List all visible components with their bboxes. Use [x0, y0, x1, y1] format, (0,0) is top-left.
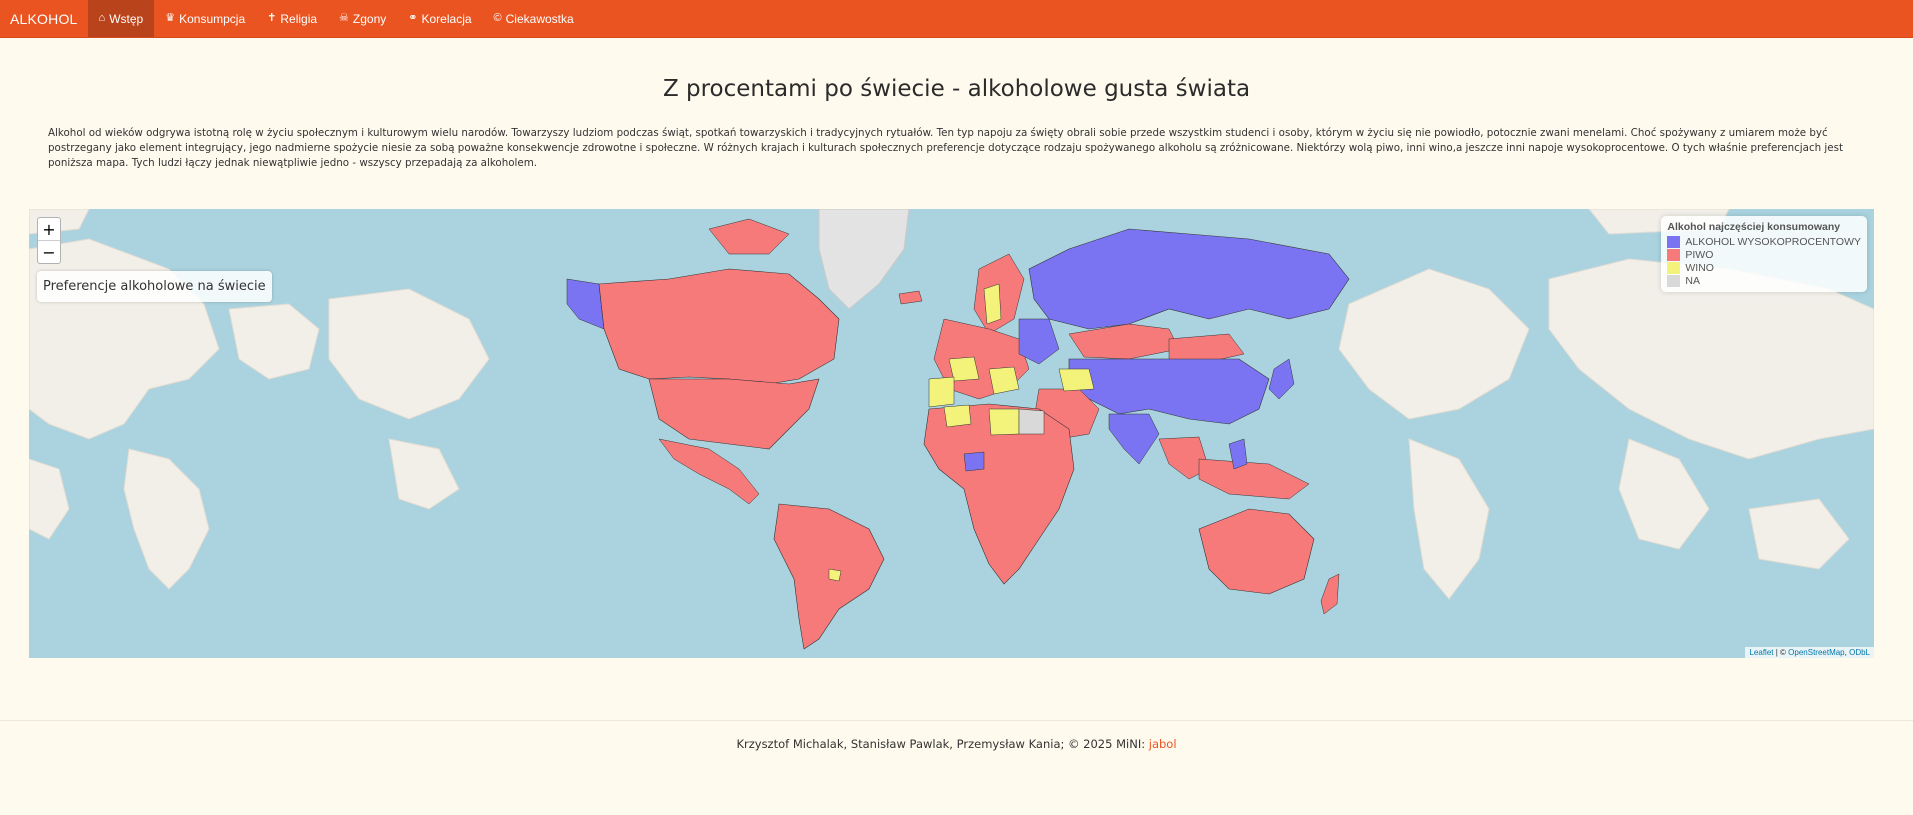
usa-region[interactable] — [648, 378, 820, 450]
legend-label: ALKOHOL WYSOKOPROCENTOWY — [1685, 235, 1861, 248]
legend-label: WINO — [1685, 261, 1714, 274]
legend-swatch — [1667, 235, 1681, 248]
zoom-control: + − — [37, 217, 61, 264]
legend-swatch — [1667, 274, 1681, 287]
legend-entry: NA — [1667, 274, 1861, 287]
page-title: Z procentami po świecie - alkoholowe gus… — [662, 76, 1251, 102]
maghreb-region[interactable] — [943, 404, 972, 428]
nav-item-label: Konsumpcja — [179, 11, 246, 26]
turkey-region[interactable] — [1058, 368, 1095, 392]
africa-region[interactable] — [923, 403, 1075, 585]
crown-icon: ♛ — [165, 12, 176, 24]
intro-paragraph: Alkohol od wieków odgrywa istotną rolę w… — [48, 127, 1844, 169]
new-zealand-region[interactable] — [1320, 573, 1340, 615]
russia-region[interactable] — [1028, 228, 1350, 330]
nav-item-label: Ciekawostka — [505, 11, 574, 26]
nav-item-label: Zgony — [352, 11, 387, 26]
legend-entry: PIWO — [1667, 248, 1861, 261]
france-region[interactable] — [948, 356, 980, 382]
nav-item-religia[interactable]: ✝ Religia — [256, 0, 328, 37]
kazakhstan-region[interactable] — [1068, 323, 1180, 360]
italy-region[interactable] — [988, 366, 1020, 395]
navbar: ALKOHOL ⌂ Wstęp ♛ Konsumpcja ✝ Religia ☠… — [0, 0, 1913, 38]
nav-item-label: Religia — [280, 11, 318, 26]
egypt-region[interactable] — [1018, 408, 1045, 435]
libya-region[interactable] — [988, 408, 1020, 436]
map-legend: Alkohol najczęściej konsumowany ALKOHOL … — [1661, 216, 1867, 292]
osm-link[interactable]: OpenStreetMap — [1788, 648, 1845, 657]
attribution-comma: , — [1844, 648, 1850, 657]
zoom-in-button[interactable]: + — [42, 219, 56, 239]
nav-item-wstep[interactable]: ⌂ Wstęp — [87, 0, 155, 37]
map-attribution: Leaflet | © OpenStreetMap, ODbL — [1745, 647, 1874, 658]
legend-entry: ALKOHOL WYSOKOPROCENTOWY — [1667, 235, 1861, 248]
footer: Krzysztof Michalak, Stanisław Pawlak, Pr… — [0, 737, 1913, 751]
attribution-separator: | © — [1773, 648, 1789, 657]
basemap-land-right — [1338, 209, 1874, 600]
nav-item-zgony[interactable]: ☠ Zgony — [328, 0, 397, 37]
nav-item-ciekawostka[interactable]: © Ciekawostka — [483, 0, 585, 37]
world-map[interactable]: + − Preferencje alkoholowe na świecie Al… — [29, 209, 1874, 658]
philippines-region[interactable] — [1228, 438, 1248, 470]
greenland-region[interactable] — [818, 209, 910, 310]
alaska-region[interactable] — [566, 278, 605, 330]
nav-item-konsumpcja[interactable]: ♛ Konsumpcja — [154, 0, 256, 37]
australia-region[interactable] — [1198, 508, 1315, 595]
link-icon: ⚭ — [408, 12, 418, 24]
brand-title[interactable]: ALKOHOL — [10, 10, 78, 27]
nav-item-label: Wstęp — [109, 11, 144, 26]
legend-title: Alkohol najczęściej konsumowany — [1667, 221, 1841, 233]
canada-region[interactable] — [598, 268, 840, 385]
india-region[interactable] — [1108, 413, 1160, 465]
china-region[interactable] — [1068, 358, 1270, 425]
basemap-land-left — [29, 209, 490, 590]
nigeria-region[interactable] — [963, 451, 985, 472]
leaflet-link[interactable]: Leaflet — [1749, 648, 1774, 657]
japan-region[interactable] — [1268, 358, 1295, 400]
nav-item-korelacja[interactable]: ⚭ Korelacja — [397, 0, 482, 37]
footer-link[interactable]: jabol — [1148, 737, 1177, 751]
footer-divider — [0, 720, 1913, 721]
cross-icon: ✝ — [267, 12, 277, 24]
skull-icon: ☠ — [339, 12, 349, 24]
indonesia-region[interactable] — [1198, 458, 1310, 500]
iberia-region[interactable] — [928, 376, 955, 408]
legend-swatch — [1667, 248, 1681, 261]
europe-east-region[interactable] — [1018, 318, 1060, 365]
legend-entry: WINO — [1667, 261, 1861, 274]
odbl-link[interactable]: ODbL — [1849, 648, 1870, 657]
map-title: Preferencje alkoholowe na świecie — [37, 271, 272, 302]
nav-item-label: Korelacja — [421, 11, 472, 26]
map-canvas[interactable] — [29, 209, 1874, 658]
footer-credits: Krzysztof Michalak, Stanisław Pawlak, Pr… — [736, 737, 1149, 751]
iceland-region[interactable] — [898, 290, 923, 305]
legend-label: NA — [1685, 274, 1700, 287]
copyright-icon: © — [493, 12, 502, 24]
zoom-out-button[interactable]: − — [38, 240, 60, 263]
arctic-islands-region[interactable] — [708, 218, 790, 255]
sweden-region[interactable] — [983, 283, 1002, 325]
uruguay-region[interactable] — [828, 568, 842, 582]
legend-label: PIWO — [1685, 248, 1714, 261]
legend-swatch — [1667, 261, 1681, 274]
mexico-region[interactable] — [658, 438, 760, 505]
home-icon: ⌂ — [98, 12, 106, 24]
